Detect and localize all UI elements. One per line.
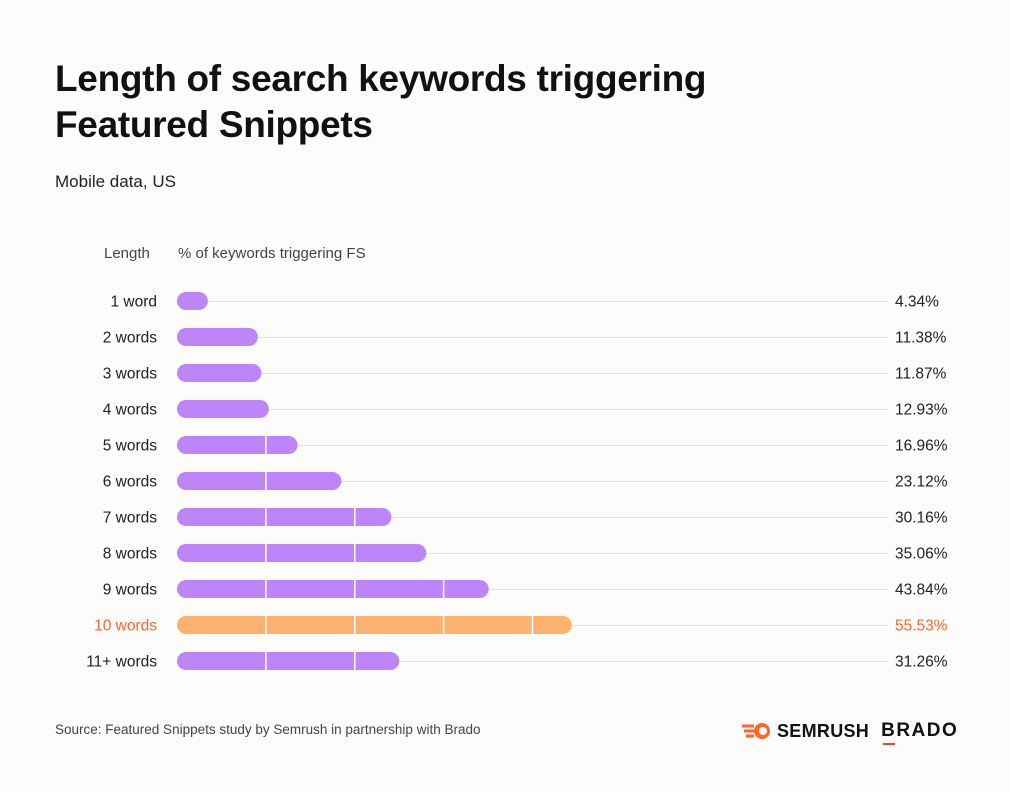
value-label: 16.96% — [895, 438, 948, 455]
bar — [177, 508, 392, 526]
bar — [177, 364, 262, 382]
chart-subtitle: Mobile data, US — [55, 172, 176, 191]
column-header-length: Length — [104, 245, 150, 262]
value-label: 12.93% — [895, 402, 948, 419]
value-label: 23.12% — [895, 474, 948, 491]
value-label: 30.16% — [895, 510, 948, 527]
bar — [177, 472, 342, 490]
logos: SEMRUSH BRADO — [742, 720, 958, 745]
category-label: 11+ words — [86, 654, 157, 671]
brado-logo: BRADO — [881, 720, 958, 745]
value-label: 4.34% — [895, 294, 939, 311]
category-label: 7 words — [103, 510, 158, 527]
bar — [177, 616, 572, 634]
bar — [177, 292, 208, 310]
semrush-flame-icon — [742, 723, 770, 739]
source-note: Source: Featured Snippets study by Semru… — [55, 722, 481, 737]
bar — [177, 652, 400, 670]
category-label: 2 words — [103, 330, 158, 347]
category-label: 3 words — [103, 366, 158, 383]
category-label: 10 words — [94, 618, 157, 635]
bar — [177, 436, 298, 454]
value-label: 11.87% — [895, 366, 947, 383]
category-label: 4 words — [103, 402, 158, 419]
category-label: 6 words — [103, 474, 158, 491]
chart-title: Length of search keywords triggering Fea… — [55, 58, 707, 145]
bar — [177, 580, 489, 598]
bar — [177, 400, 269, 418]
category-label: 1 word — [110, 294, 157, 311]
column-header-percent: % of keywords triggering FS — [178, 245, 366, 262]
category-label: 9 words — [103, 582, 158, 599]
semrush-logo: SEMRUSH — [742, 721, 869, 742]
category-label: 5 words — [103, 438, 158, 455]
value-label: 55.53% — [895, 618, 948, 635]
bar — [177, 544, 427, 562]
value-label: 11.38% — [895, 330, 947, 347]
value-label: 43.84% — [895, 582, 948, 599]
value-label: 35.06% — [895, 546, 948, 563]
category-label: 8 words — [103, 546, 158, 563]
bar — [177, 328, 258, 346]
value-label: 31.26% — [895, 654, 948, 671]
